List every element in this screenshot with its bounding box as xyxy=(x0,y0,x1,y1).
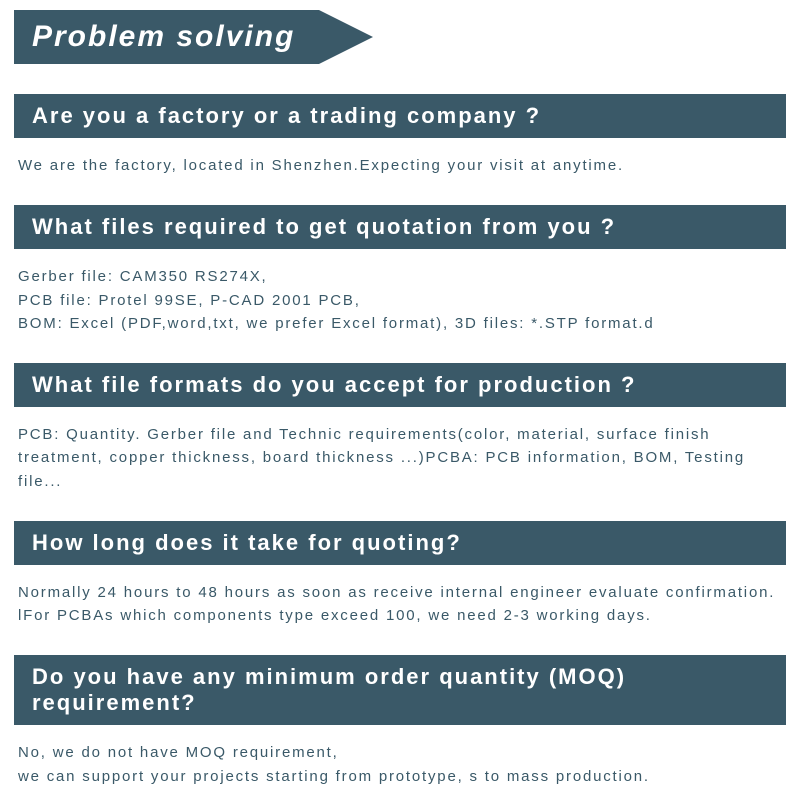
faq-question: How long does it take for quoting? xyxy=(14,521,786,565)
faq-answer: PCB: Quantity. Gerber file and Technic r… xyxy=(18,423,786,493)
faq-answer: We are the factory, located in Shenzhen.… xyxy=(18,154,786,177)
faq-question: Are you a factory or a trading company ? xyxy=(14,94,786,138)
faq-question: What files required to get quotation fro… xyxy=(14,205,786,249)
faq-answer: Gerber file: CAM350 RS274X,PCB file: Pro… xyxy=(18,265,786,335)
title-banner: Problem solving xyxy=(14,10,800,64)
faq-answer: No, we do not have MOQ requirement,we ca… xyxy=(18,741,786,788)
faq-answer: Normally 24 hours to 48 hours as soon as… xyxy=(18,581,786,628)
page-title: Problem solving xyxy=(14,10,319,64)
arrow-right-icon xyxy=(319,10,373,64)
faq-question: What file formats do you accept for prod… xyxy=(14,363,786,407)
faq-question: Do you have any minimum order quantity (… xyxy=(14,655,786,725)
